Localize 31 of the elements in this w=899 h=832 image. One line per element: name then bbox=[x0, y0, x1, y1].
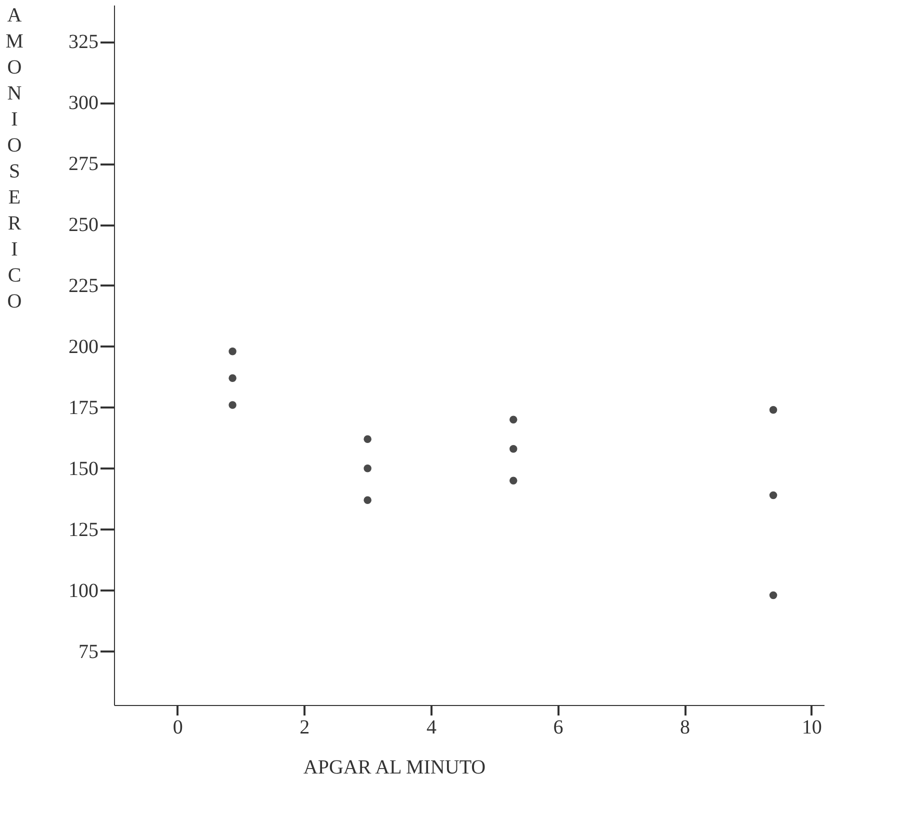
x-tick-label: 6 bbox=[553, 716, 564, 738]
y-tick-label: 325 bbox=[68, 31, 98, 54]
y-tick-label: 250 bbox=[68, 214, 98, 236]
x-tick-label: 2 bbox=[300, 716, 310, 738]
point bbox=[769, 406, 778, 414]
point bbox=[510, 416, 518, 424]
y-tick-label: 275 bbox=[68, 153, 98, 176]
point bbox=[228, 347, 236, 356]
y-tick-label: 300 bbox=[68, 92, 98, 114]
y-tick-label: 150 bbox=[68, 458, 98, 480]
point bbox=[364, 464, 372, 472]
x-tick-label: 10 bbox=[802, 716, 822, 738]
point bbox=[364, 435, 372, 444]
point bbox=[228, 401, 236, 409]
x-tick-label: 0 bbox=[172, 716, 183, 738]
x-tick-label: 8 bbox=[680, 716, 690, 738]
point bbox=[769, 491, 778, 500]
point bbox=[769, 591, 778, 600]
x-axis-title: APGAR AL MINUTO bbox=[303, 756, 486, 778]
y-tick-label: 175 bbox=[68, 396, 98, 419]
point bbox=[510, 476, 518, 484]
point bbox=[510, 445, 518, 453]
point bbox=[364, 496, 372, 504]
y-tick-label: 225 bbox=[68, 274, 98, 297]
y-tick-label: 75 bbox=[78, 640, 98, 663]
text: AMONIO SERICO bbox=[6, 4, 24, 312]
point bbox=[228, 374, 236, 382]
y-tick-label: 125 bbox=[68, 518, 98, 541]
y-tick-label: 100 bbox=[68, 580, 98, 602]
y-tick-label: 200 bbox=[68, 336, 98, 358]
x-tick-label: 4 bbox=[426, 716, 436, 738]
